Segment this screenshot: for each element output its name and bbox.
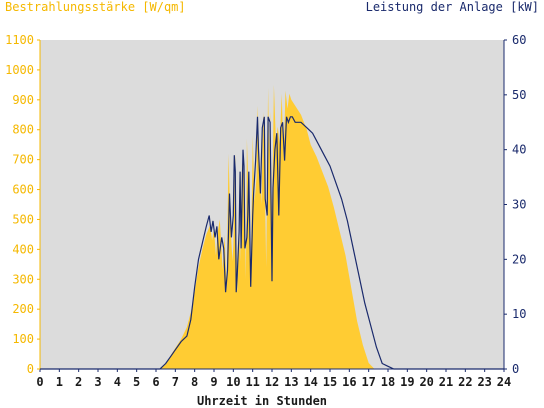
y-left-tick-label: 1000 [5, 63, 34, 77]
y-right-tick-label: 20 [512, 252, 526, 266]
y-left-tick-label: 100 [12, 332, 34, 346]
y-left-tick-label: 700 [12, 153, 34, 167]
y-right-tick-label: 0 [512, 362, 519, 376]
y-right-tick-label: 40 [512, 143, 526, 157]
x-tick-label: 23 [477, 375, 491, 389]
x-tick-label: 16 [342, 375, 356, 389]
y-left-tick-label: 500 [12, 212, 34, 226]
x-tick-labels: 0 1 2 3 4 5 6 7 8 9 10 11 12 13 14 15 16 17 18 19 20 21 22 23 24 [36, 369, 511, 389]
x-tick-label: 15 [323, 375, 337, 389]
y-left-tick-label: 900 [12, 93, 34, 107]
x-tick-label: 18 [381, 375, 395, 389]
x-tick-label: 6 [152, 375, 159, 389]
x-axis-title: Uhrzeit in Stunden [197, 394, 327, 408]
y-right-tick-label: 50 [512, 88, 526, 102]
y-left-tick-label: 0 [27, 362, 34, 376]
x-tick-label: 19 [400, 375, 414, 389]
x-tick-label: 10 [226, 375, 240, 389]
y-right-tick-label: 10 [512, 307, 526, 321]
x-tick-label: 9 [210, 375, 217, 389]
y-left-tick-label: 400 [12, 242, 34, 256]
x-tick-label: 22 [458, 375, 472, 389]
right-axis-title: Leistung der Anlage [kW] [366, 0, 539, 14]
x-tick-label: 20 [419, 375, 433, 389]
y-left-tick-label: 800 [12, 123, 34, 137]
x-tick-label: 17 [361, 375, 375, 389]
x-tick-label: 7 [172, 375, 179, 389]
y-right-tick-label: 60 [512, 33, 526, 47]
y-left-tick-label: 300 [12, 272, 34, 286]
x-tick-label: 8 [191, 375, 198, 389]
x-tick-label: 0 [36, 375, 43, 389]
x-tick-label: 12 [265, 375, 279, 389]
y-right-tick-label: 30 [512, 198, 526, 212]
x-tick-label: 1 [56, 375, 63, 389]
x-tick-label: 2 [75, 375, 82, 389]
y-left-tick-label: 200 [12, 302, 34, 316]
left-axis-title: Bestrahlungsstärke [W/qm] [5, 0, 186, 14]
x-tick-label: 11 [245, 375, 259, 389]
y-left-tick-labels: 0 100 200 300 400 500 600 700 800 900 1000 1100 [5, 33, 40, 376]
x-tick-label: 3 [94, 375, 101, 389]
x-tick-label: 13 [284, 375, 298, 389]
x-tick-label: 21 [439, 375, 453, 389]
y-left-tick-label: 600 [12, 183, 34, 197]
y-left-tick-label: 1100 [5, 33, 34, 47]
x-tick-label: 5 [133, 375, 140, 389]
x-tick-label: 24 [497, 375, 511, 389]
x-tick-label: 4 [114, 375, 121, 389]
x-tick-label: 14 [303, 375, 317, 389]
y-right-tick-labels: 0 10 20 30 40 50 60 [504, 33, 526, 376]
